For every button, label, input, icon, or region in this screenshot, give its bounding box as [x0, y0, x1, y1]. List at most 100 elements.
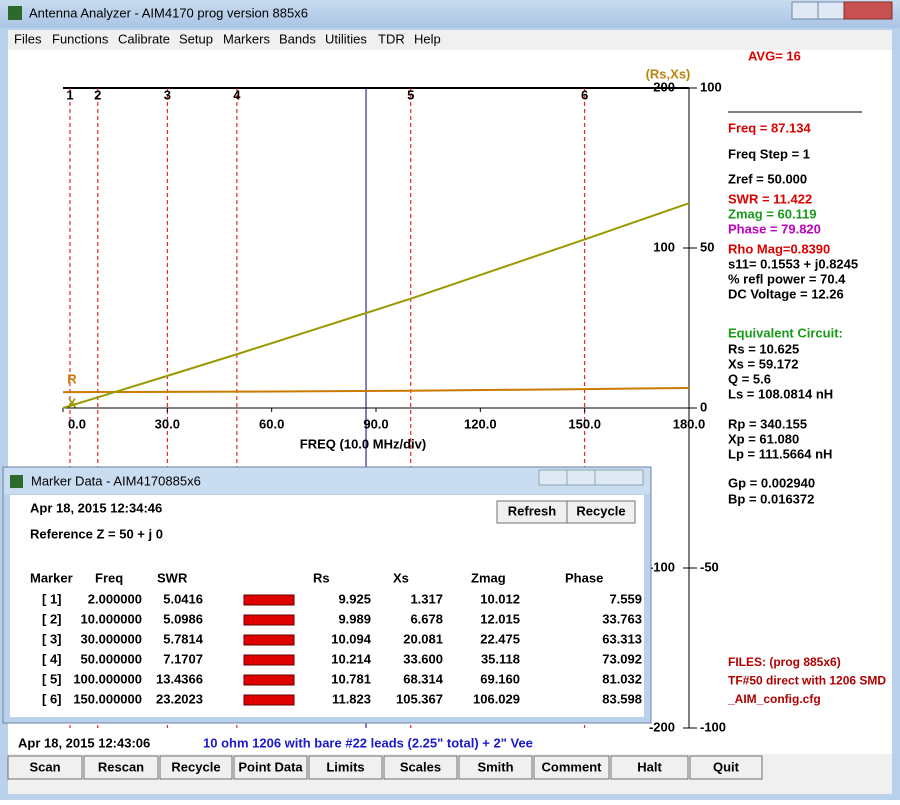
table-cell: [ 3] — [42, 631, 62, 646]
table-cell: 23.2023 — [156, 691, 203, 706]
menu-item[interactable]: Help — [414, 31, 441, 46]
button-label[interactable]: Limits — [326, 759, 364, 774]
toolbar-button[interactable] — [383, 755, 458, 780]
readout-line: Xs = 59.172 — [728, 356, 798, 371]
x-tick-label: 90.0 — [363, 416, 388, 431]
marker-close-button[interactable] — [594, 469, 644, 486]
readout-line: Bp = 0.016372 — [728, 491, 814, 506]
toolbar-button[interactable] — [308, 755, 383, 780]
menu-item[interactable]: Utilities — [325, 31, 367, 46]
table-cell: 5.7814 — [163, 631, 204, 646]
swr-bar — [243, 654, 295, 666]
y2-tick-label: -100 — [700, 719, 726, 734]
toolbar-button[interactable] — [7, 755, 83, 780]
table-cell: 106.029 — [473, 691, 520, 706]
button-label[interactable]: Recycle — [171, 759, 220, 774]
toolbar-button[interactable] — [159, 755, 233, 780]
window-title: Antenna Analyzer - AIM4170 prog version … — [29, 5, 308, 20]
marker-number: 2 — [94, 87, 101, 102]
close-button[interactable] — [843, 1, 893, 20]
marker-number: 4 — [233, 87, 241, 102]
button-label[interactable]: Scan — [29, 759, 60, 774]
menu-item[interactable]: Functions — [52, 31, 109, 46]
table-cell: 7.559 — [609, 591, 642, 606]
table-cell: 150.000000 — [73, 691, 142, 706]
readout-line: Q = 5.6 — [728, 371, 771, 386]
table-cell: 33.600 — [403, 651, 443, 666]
readout-line: Rs = 10.625 — [728, 341, 799, 356]
table-cell: 11.823 — [332, 691, 371, 706]
menu-item[interactable]: Markers — [223, 31, 270, 46]
menu-item[interactable]: TDR — [378, 31, 405, 46]
toolbar-button[interactable] — [689, 755, 763, 780]
toolbar-button[interactable] — [610, 755, 689, 780]
menu-item[interactable]: Files — [14, 31, 42, 46]
toolbar-button[interactable] — [458, 755, 533, 780]
table-header: Rs — [313, 570, 330, 585]
x-tick-label: 180.0 — [673, 416, 706, 431]
table-cell: 9.989 — [338, 611, 371, 626]
table-cell: 30.000000 — [81, 631, 142, 646]
y2-tick-label: -50 — [700, 559, 719, 574]
readout-line: Gp = 0.002940 — [728, 475, 815, 490]
series-label: X — [68, 395, 77, 410]
button-label[interactable]: Point Data — [238, 759, 303, 774]
y2-tick-label: 100 — [700, 79, 722, 94]
x-tick-label: 60.0 — [259, 416, 284, 431]
series-line — [62, 202, 690, 409]
button-label[interactable]: Smith — [477, 759, 513, 774]
table-cell: 1.317 — [410, 591, 443, 606]
marker-window-body — [10, 495, 644, 717]
readout-line: s11= 0.1553 + j0.8245 — [728, 256, 858, 271]
table-cell: 12.015 — [480, 611, 520, 626]
table-header: SWR — [157, 570, 188, 585]
toolbar-button[interactable] — [533, 755, 610, 780]
table-cell: 10.781 — [331, 671, 371, 686]
table-header: Phase — [565, 570, 603, 585]
menu-item[interactable]: Bands — [279, 31, 316, 46]
marker-min-button[interactable] — [538, 469, 568, 486]
swr-bar — [243, 634, 295, 646]
app-icon — [8, 6, 22, 20]
title-bar — [0, 0, 900, 28]
marker-button-label[interactable]: Recycle — [576, 503, 625, 518]
readout-line: Freq Step = 1 — [728, 146, 810, 161]
swr-bar — [243, 674, 295, 686]
menu-item[interactable]: Calibrate — [118, 31, 170, 46]
marker-button-label[interactable]: Refresh — [508, 503, 556, 518]
table-cell: [ 4] — [42, 651, 62, 666]
button-label[interactable]: Halt — [637, 759, 662, 774]
swr-bar — [243, 694, 295, 706]
swr-bar — [243, 614, 295, 626]
table-cell: 7.1707 — [163, 651, 203, 666]
x-tick-label: 150.0 — [568, 416, 601, 431]
maximize-button[interactable] — [817, 1, 845, 20]
toolbar-button[interactable] — [233, 755, 308, 780]
marker-max-button[interactable] — [566, 469, 596, 486]
readout-line: Ls = 108.0814 nH — [728, 386, 833, 401]
marker-button[interactable] — [566, 500, 636, 524]
table-header: Xs — [393, 570, 409, 585]
table-cell: 10.214 — [331, 651, 372, 666]
x-tick-label: 120.0 — [464, 416, 497, 431]
readout-line: Rp = 340.155 — [728, 416, 807, 431]
button-label[interactable]: Rescan — [98, 759, 144, 774]
marker-date: Apr 18, 2015 12:34:46 — [30, 500, 162, 515]
readout-line: Equivalent Circuit: — [728, 325, 843, 340]
toolbar-button[interactable] — [83, 755, 159, 780]
table-cell: 69.160 — [480, 671, 520, 686]
menu-item[interactable]: Setup — [179, 31, 213, 46]
table-cell: 105.367 — [396, 691, 443, 706]
minimize-button[interactable] — [791, 1, 819, 20]
table-cell: 10.012 — [480, 591, 520, 606]
readout-line: Xp = 61.080 — [728, 431, 799, 446]
button-label[interactable]: Quit — [713, 759, 740, 774]
swr-bar — [243, 594, 295, 606]
button-label[interactable]: Scales — [400, 759, 441, 774]
table-cell: [ 6] — [42, 691, 62, 706]
avg-label: AVG= 16 — [748, 48, 801, 63]
x-axis-title: FREQ (10.0 MHz/div) — [300, 436, 426, 451]
table-header: Freq — [95, 570, 123, 585]
button-label[interactable]: Comment — [542, 759, 603, 774]
